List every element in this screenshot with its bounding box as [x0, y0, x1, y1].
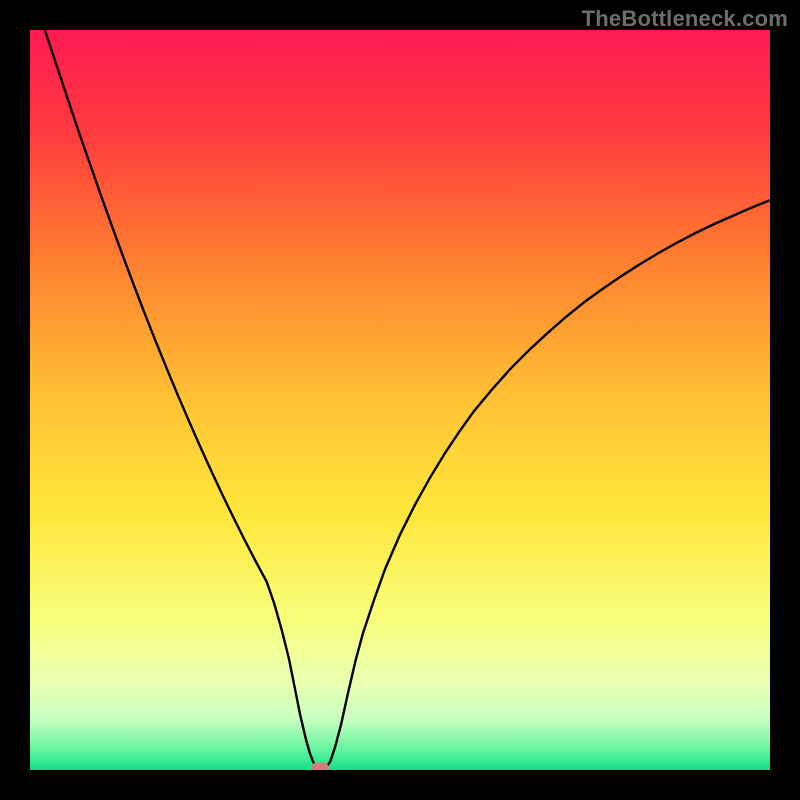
plot-background [30, 30, 770, 770]
bottleneck-plot [30, 30, 770, 770]
minimum-marker [311, 763, 329, 770]
chart-frame: TheBottleneck.com [0, 0, 800, 800]
watermark-text: TheBottleneck.com [582, 6, 788, 32]
